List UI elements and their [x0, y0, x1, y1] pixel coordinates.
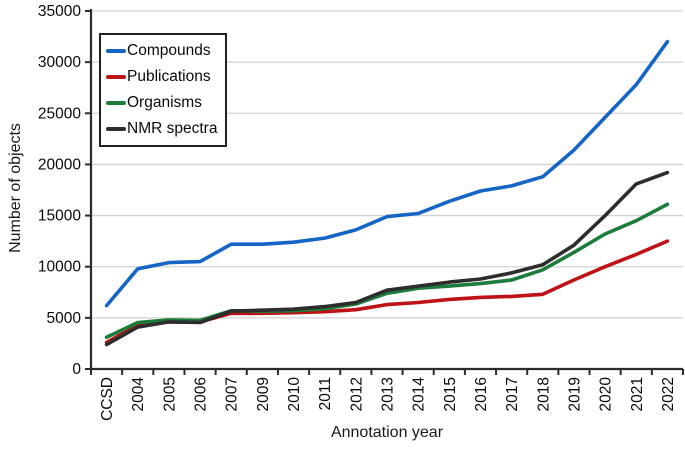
- legend-label-nmr-spectra: NMR spectra: [127, 120, 218, 137]
- y-tick-label: 25000: [38, 105, 81, 122]
- legend-item-organisms: Organisms: [106, 94, 225, 112]
- x-tick-label: 2010: [286, 377, 303, 412]
- x-tick-label: 2013: [380, 377, 397, 411]
- x-tick-label: 2014: [411, 377, 428, 412]
- y-axis-title: Number of objects: [7, 123, 24, 253]
- x-tick-label: 2007: [224, 377, 241, 411]
- series-line-compounds: [104, 39, 670, 308]
- publications-line-swatch-icon: [106, 75, 126, 79]
- legend-label-publications: Publications: [127, 68, 211, 85]
- nmr-spectra-line-swatch-icon: [106, 127, 126, 131]
- legend-label-organisms: Organisms: [127, 94, 202, 111]
- legend: Compounds Publications Organisms NMR spe…: [99, 33, 227, 147]
- y-tick-label: 20000: [38, 156, 81, 173]
- x-tick-label: 2020: [598, 377, 615, 412]
- y-tick-label: 0: [72, 361, 81, 378]
- x-tick-label: 2011: [317, 377, 334, 410]
- y-tick-label: 5000: [47, 310, 82, 327]
- x-tick-label: 2019: [566, 377, 583, 411]
- x-tick-label: CCSD: [99, 377, 116, 421]
- x-tick-label: 2012: [348, 377, 365, 411]
- y-tick-label: 10000: [38, 259, 81, 276]
- x-tick-label: 2015: [442, 377, 459, 411]
- x-axis-title: Annotation year: [330, 424, 444, 441]
- x-tick-label: 2018: [535, 377, 552, 411]
- compounds-line-swatch-icon: [106, 49, 126, 53]
- series-line-organisms: [104, 202, 670, 340]
- y-tick-label: 35000: [38, 3, 81, 20]
- organisms-line-swatch-icon: [106, 101, 126, 105]
- legend-item-publications: Publications: [106, 68, 225, 86]
- series-line-nmr-spectra: [104, 170, 670, 347]
- x-tick-label: 2021: [629, 377, 646, 411]
- y-tick-label: 30000: [38, 54, 81, 71]
- legend-label-compounds: Compounds: [127, 42, 211, 59]
- legend-item-compounds: Compounds: [106, 42, 225, 60]
- x-tick-label: 2009: [255, 377, 272, 411]
- x-tick-label: 2006: [193, 377, 210, 411]
- x-tick-label: 2022: [660, 377, 677, 411]
- legend-item-nmr-spectra: NMR spectra: [106, 120, 225, 138]
- x-tick-label: 2005: [161, 377, 178, 411]
- x-tick-label: 2017: [504, 377, 521, 411]
- x-tick-label: 2016: [473, 377, 490, 411]
- y-tick-label: 15000: [38, 208, 81, 225]
- x-tick-label: 2004: [130, 377, 147, 412]
